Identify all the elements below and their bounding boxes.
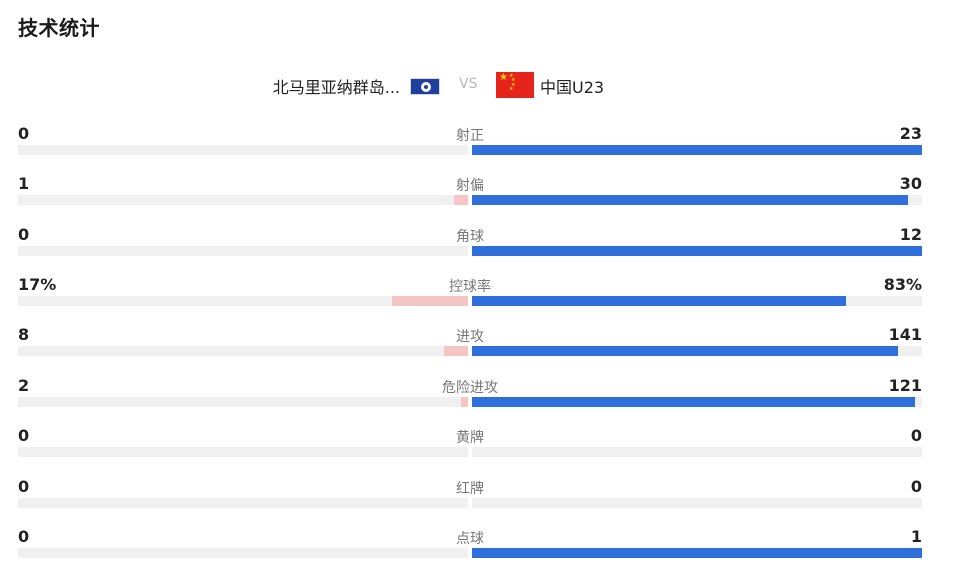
section-title: 技术统计 (18, 16, 100, 40)
home-value: 0 (18, 527, 30, 546)
home-bar-track (18, 548, 468, 558)
away-value: 1 (910, 527, 922, 546)
home-bar-fill (453, 195, 468, 205)
away-bar-fill (472, 195, 908, 205)
away-value: 121 (888, 376, 922, 395)
stat-row-attacks: 8 进攻 141 (18, 325, 922, 365)
away-bar-track (472, 195, 922, 205)
away-bar-track (472, 397, 922, 407)
away-bar-fill (472, 548, 922, 558)
vs-label: VS (459, 76, 478, 92)
match-header: 北马里亚纳群岛... VS ★ ★ ★ ★ ★ 中国U23 (0, 70, 960, 100)
home-value: 8 (18, 325, 30, 344)
northern-mariana-islands-flag-icon (410, 78, 440, 95)
stat-row-shots-on-target: 0 射正 23 (18, 124, 922, 164)
home-bar-fill (391, 296, 468, 306)
away-bar-track (472, 548, 922, 558)
home-bar-fill (443, 346, 468, 356)
stat-row-dangerous-attacks: 2 危险进攻 121 (18, 376, 922, 416)
away-value: 0 (910, 477, 922, 496)
away-bar-track (472, 246, 922, 256)
stat-row-possession: 17% 控球率 83% (18, 275, 922, 315)
away-bar-fill (472, 145, 922, 155)
home-value: 0 (18, 225, 30, 244)
home-bar-track (18, 447, 468, 457)
away-bar-track (472, 447, 922, 457)
home-team-name[interactable]: 北马里亚纳群岛... (272, 78, 400, 97)
stat-label: 红牌 (456, 481, 484, 497)
away-value: 83% (883, 275, 922, 294)
stat-row-yellow-cards: 0 黄牌 0 (18, 426, 922, 466)
home-value: 1 (18, 174, 30, 193)
stat-label: 射偏 (456, 178, 484, 194)
stat-label: 角球 (456, 229, 484, 245)
away-value: 12 (899, 225, 922, 244)
stat-label: 点球 (456, 531, 484, 547)
away-bar-track (472, 145, 922, 155)
away-team-name[interactable]: 中国U23 (540, 78, 605, 97)
home-value: 17% (18, 275, 57, 294)
away-value: 141 (888, 325, 922, 344)
stat-label: 黄牌 (456, 430, 484, 446)
home-bar-track (18, 246, 468, 256)
home-value: 0 (18, 477, 30, 496)
stat-label: 危险进攻 (442, 380, 498, 396)
away-value: 30 (899, 174, 922, 193)
home-bar-track (18, 195, 468, 205)
away-bar-fill (472, 346, 898, 356)
home-bar-track (18, 397, 468, 407)
home-value: 0 (18, 124, 30, 143)
away-value: 0 (910, 426, 922, 445)
away-bar-track (472, 498, 922, 508)
home-value: 2 (18, 376, 30, 395)
away-bar-fill (472, 246, 922, 256)
stat-row-corners: 0 角球 12 (18, 225, 922, 265)
away-value: 23 (899, 124, 922, 143)
home-bar-track (18, 498, 468, 508)
stat-row-shots-off-target: 1 射偏 30 (18, 174, 922, 214)
stat-row-penalties: 0 点球 1 (18, 527, 922, 567)
stat-label: 控球率 (449, 279, 491, 295)
away-bar-track (472, 296, 922, 306)
away-bar-fill (472, 397, 915, 407)
home-value: 0 (18, 426, 30, 445)
home-bar-track (18, 296, 468, 306)
stat-label: 射正 (456, 128, 484, 144)
china-flag-icon: ★ ★ ★ ★ ★ (496, 72, 534, 98)
stat-label: 进攻 (456, 329, 484, 345)
home-bar-fill (460, 397, 468, 407)
away-bar-track (472, 346, 922, 356)
stat-row-red-cards: 0 红牌 0 (18, 477, 922, 517)
home-bar-track (18, 145, 468, 155)
home-bar-track (18, 346, 468, 356)
away-bar-fill (472, 296, 846, 306)
